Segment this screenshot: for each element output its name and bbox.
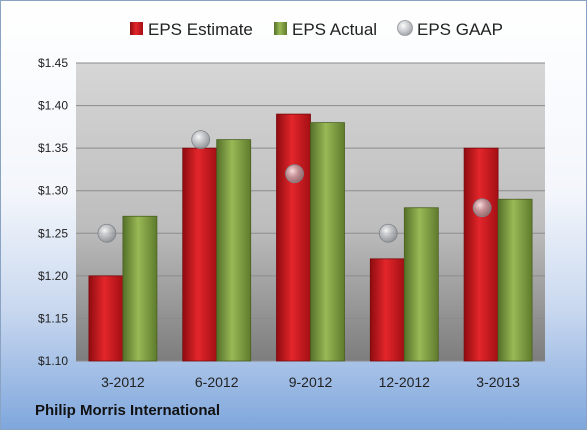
legend-label-eps-actual: EPS Actual: [292, 20, 377, 39]
bar-eps-estimate: [88, 275, 124, 362]
y-tick-label: $1.30: [38, 184, 68, 198]
bar-eps-actual: [403, 207, 439, 362]
gaap-marker: [191, 130, 211, 150]
legend-swatch-eps-estimate: [130, 22, 143, 35]
bars: [88, 113, 533, 362]
gaap-markers: [97, 130, 492, 243]
y-tick-label: $1.45: [38, 56, 68, 70]
legend-swatch-eps-gaap: [397, 20, 413, 36]
y-tick-label: $1.10: [38, 354, 68, 368]
gaap-marker: [472, 198, 492, 218]
company-label: Philip Morris International: [35, 402, 221, 419]
gaap-marker: [97, 223, 117, 243]
y-tick-label: $1.15: [38, 311, 68, 325]
y-tick-label: $1.20: [38, 269, 68, 283]
y-axis: $1.10 $1.15 $1.20 $1.25 $1.30 $1.35 $1.40 $1.45: [38, 56, 68, 368]
x-category-label: 9-2012: [289, 374, 333, 390]
bar-eps-estimate: [182, 147, 218, 362]
chart-legend: EPS Estimate EPS Actual EPS GAAP: [130, 20, 503, 39]
gaap-marker: [285, 164, 304, 184]
x-category-label: 12-2012: [379, 374, 431, 390]
bar-eps-estimate: [276, 113, 311, 362]
x-category-label: 6-2012: [195, 374, 239, 390]
bar-eps-actual: [497, 198, 533, 362]
x-axis: 3-2012 6-2012 9-2012 12-2012 3-2013: [101, 374, 520, 390]
legend-label-eps-estimate: EPS Estimate: [148, 20, 253, 39]
bar-eps-estimate: [463, 147, 499, 362]
legend-label-eps-gaap: EPS GAAP: [417, 20, 503, 39]
x-category-label: 3-2013: [476, 374, 520, 390]
y-tick-label: $1.35: [38, 141, 68, 155]
bar-eps-actual: [122, 215, 158, 362]
bar-eps-actual: [216, 139, 252, 362]
bar-eps-estimate: [369, 258, 405, 362]
gaap-marker: [378, 223, 398, 243]
y-tick-label: $1.25: [38, 226, 68, 240]
y-tick-label: $1.40: [38, 99, 68, 113]
legend-swatch-eps-actual: [274, 22, 287, 35]
bar-eps-actual: [310, 122, 345, 362]
x-category-label: 3-2012: [101, 374, 145, 390]
